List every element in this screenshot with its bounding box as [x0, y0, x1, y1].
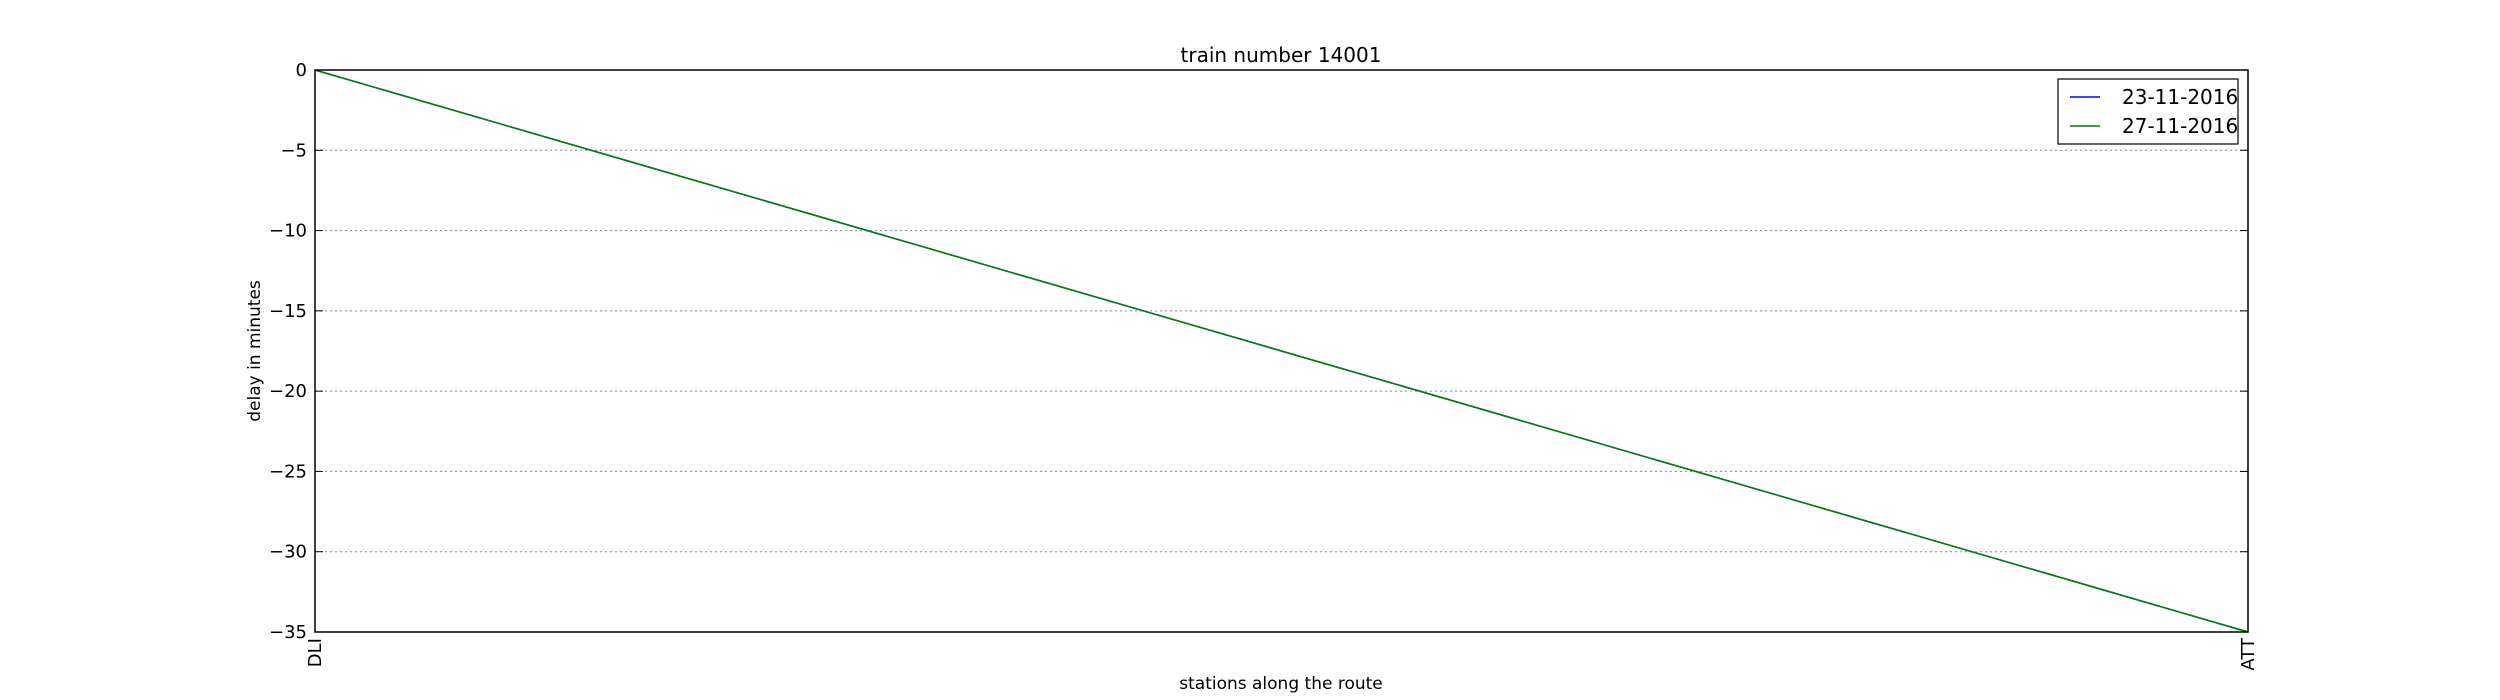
y-tick-label: −20 — [269, 381, 307, 402]
legend-label-0: 23-11-2016 — [2122, 85, 2238, 109]
y-tick-label: −35 — [269, 622, 307, 643]
plot-frame — [314, 69, 2249, 633]
x-tick-label: ATT — [2238, 637, 2259, 671]
y-tick-label: −25 — [269, 461, 307, 482]
legend-label-1: 27-11-2016 — [2122, 114, 2238, 138]
y-tick-label: 0 — [296, 60, 307, 81]
gridlines — [315, 149, 2248, 553]
y-tick-label: −30 — [269, 542, 307, 563]
y-tick-label: −15 — [269, 301, 307, 322]
y-ticks: 0 −5 −10 −15 −20 −25 −30 −35 — [269, 60, 2248, 643]
x-axis-label: stations along the route — [1179, 674, 1383, 694]
chart-title: train number 14001 — [1181, 43, 1382, 67]
y-tick-label: −10 — [269, 221, 307, 242]
series-lines — [314, 69, 2249, 633]
legend-box — [2057, 78, 2239, 145]
legend: 23-11-2016 27-11-2016 — [2057, 78, 2239, 145]
series-line-1 — [314, 69, 2249, 633]
y-tick-label: −5 — [280, 140, 307, 161]
y-axis-label: delay in minutes — [245, 280, 265, 422]
x-tick-label: DLI — [305, 638, 326, 667]
x-ticks: DLI ATT — [305, 70, 2259, 671]
